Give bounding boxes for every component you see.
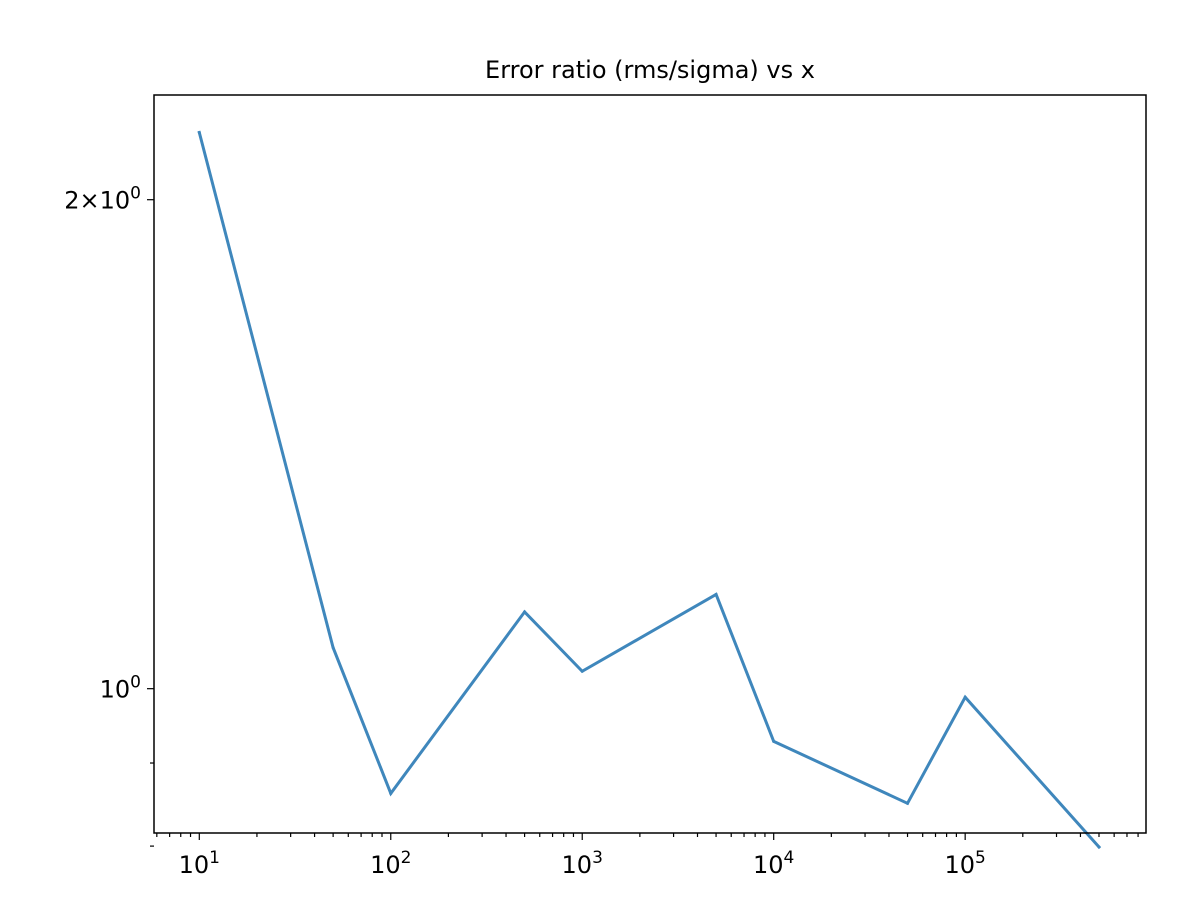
x-tick-label-exponent: 2 <box>401 848 412 868</box>
x-tick-label: 103 <box>562 848 603 879</box>
x-tick-label-base: 10 <box>370 851 401 879</box>
data-point <box>1097 845 1101 849</box>
x-tick-label-base: 10 <box>179 851 210 879</box>
x-tick-label-base: 10 <box>753 851 784 879</box>
data-point <box>197 130 201 134</box>
x-tick-label-exponent: 5 <box>975 848 986 868</box>
y-tick-label: 100 <box>100 673 141 704</box>
y-tick-label-times: × <box>80 187 100 215</box>
y-tick-label: 2×100 <box>64 184 141 215</box>
y-tick-label-base: 10 <box>100 187 131 215</box>
x-tick-label: 101 <box>179 848 220 879</box>
x-tick-label-exponent: 4 <box>784 848 795 868</box>
chart-title: Error ratio (rms/sigma) vs x <box>485 56 815 84</box>
data-point <box>389 791 393 795</box>
series-line <box>197 130 1102 850</box>
x-tick-label: 102 <box>370 848 411 879</box>
plot-area <box>197 130 1102 850</box>
data-point <box>906 801 910 805</box>
x-tick-label-base: 10 <box>944 851 975 879</box>
data-point <box>523 610 527 614</box>
y-tick-label-exp: 0 <box>130 673 141 693</box>
data-point <box>772 739 776 743</box>
x-tick-label: 105 <box>944 848 985 879</box>
data-point <box>580 669 584 673</box>
data-point <box>963 695 967 699</box>
x-tick-label-base: 10 <box>562 851 593 879</box>
x-tick-label-exponent: 3 <box>592 848 603 868</box>
y-tick-label-mant: 2 <box>64 187 79 215</box>
plot-frame <box>153 94 1147 834</box>
data-point <box>331 646 335 650</box>
data-point <box>714 592 718 596</box>
x-tick-label: 104 <box>753 848 794 879</box>
x-tick-label-exponent: 1 <box>209 848 220 868</box>
y-tick-label-exp: 0 <box>130 184 141 204</box>
y-tick-label-base: 10 <box>100 676 131 704</box>
